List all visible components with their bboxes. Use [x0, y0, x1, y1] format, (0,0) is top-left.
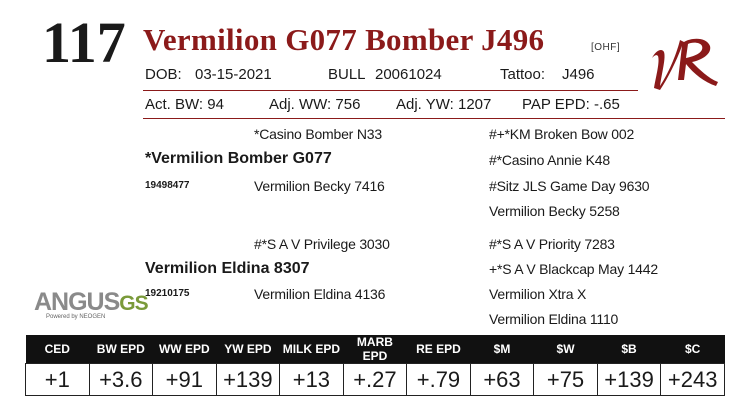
pedigree-sire: *Vermilion Bomber G077 — [145, 150, 332, 167]
angus-logo-text: ANGUS — [34, 288, 120, 316]
epd-header: $B — [597, 335, 661, 364]
epd-header: YW EPD — [216, 335, 280, 364]
tattoo-label: Tattoo: — [500, 66, 546, 83]
epd-value-row: +1 +3.6 +91 +139 +13 +.27 +.79 +63 +75 +… — [25, 363, 725, 396]
divider-line — [143, 90, 638, 91]
epd-value: +3.6 — [89, 363, 154, 396]
pedigree-sire-registration: 19498477 — [145, 180, 190, 191]
epd-value: +13 — [279, 363, 344, 396]
animal-name: Vermilion G077 Bomber J496 — [143, 22, 545, 57]
pedigree-dam-dam: Vermilion Eldina 4136 — [254, 286, 386, 302]
epd-header: BW EPD — [89, 335, 153, 364]
powered-by-text: Powered by NEOGEN — [46, 314, 106, 320]
epd-table: CED BW EPD WW EPD YW EPD MILK EPD MARB E… — [25, 335, 725, 396]
epd-value: +.79 — [406, 363, 471, 396]
pedigree-dam: Vermilion Eldina 8307 — [145, 260, 310, 277]
pedigree-dam-dam-dam: Vermilion Eldina 1110 — [489, 311, 619, 327]
pap-epd: PAP EPD: -.65 — [522, 96, 620, 113]
epd-header: WW EPD — [152, 335, 217, 364]
epd-header: MARB EPD — [343, 335, 407, 364]
pedigree-dam-sire-dam: +*S A V Blackcap May 1442 — [489, 261, 658, 277]
pedigree-sire-sire-dam: #*Casino Annie K48 — [489, 152, 610, 168]
epd-header: CED — [25, 335, 90, 364]
epd-header: RE EPD — [406, 335, 471, 364]
divider-line — [143, 118, 725, 119]
epd-header: MILK EPD — [279, 335, 344, 364]
epd-header: $C — [660, 335, 725, 364]
epd-value: +243 — [660, 363, 725, 396]
epd-value: +75 — [533, 363, 598, 396]
registration-number: 20061024 — [375, 66, 442, 83]
angus-gs-logo: ANGUSGS Powered by NEOGEN — [34, 288, 149, 320]
gs-logo-text: GS — [119, 292, 148, 315]
epd-value: +63 — [470, 363, 535, 396]
pedigree-sire-dam-sire: #Sitz JLS Game Day 9630 — [489, 178, 650, 194]
pedigree-dam-dam-sire: Vermilion Xtra X — [489, 286, 587, 302]
pedigree-sire-dam-dam: Vermilion Becky 5258 — [489, 203, 620, 219]
dob-label: DOB: — [145, 66, 182, 83]
dob-value: 03-15-2021 — [195, 66, 272, 83]
pedigree-sire-sire: *Casino Bomber N33 — [254, 126, 382, 142]
pedigree-dam-sire-sire: #*S A V Priority 7283 — [489, 236, 615, 252]
adjusted-yearling-weight: Adj. YW: 1207 — [396, 96, 492, 113]
epd-header-row: CED BW EPD WW EPD YW EPD MILK EPD MARB E… — [25, 335, 725, 364]
pedigree-sire-dam: Vermilion Becky 7416 — [254, 178, 385, 194]
sex-label: BULL — [328, 66, 366, 83]
epd-header: $M — [470, 335, 534, 364]
lot-number: 117 — [42, 10, 126, 75]
pedigree-dam-sire: #*S A V Privilege 3030 — [254, 236, 390, 252]
epd-value: +1 — [25, 363, 90, 396]
epd-value: +91 — [152, 363, 217, 396]
pedigree-dam-registration: 19210175 — [145, 288, 190, 299]
tattoo-value: J496 — [562, 66, 595, 83]
epd-header: $W — [533, 335, 598, 364]
epd-value: +139 — [216, 363, 281, 396]
epd-value: +.27 — [343, 363, 408, 396]
vr-brand-logo — [646, 30, 724, 92]
actual-birth-weight: Act. BW: 94 — [145, 96, 224, 113]
owner-tag: [OHF] — [591, 42, 621, 53]
pedigree-sire-sire-sire: #+*KM Broken Bow 002 — [489, 126, 635, 142]
epd-value: +139 — [597, 363, 662, 396]
adjusted-weaning-weight: Adj. WW: 756 — [269, 96, 361, 113]
